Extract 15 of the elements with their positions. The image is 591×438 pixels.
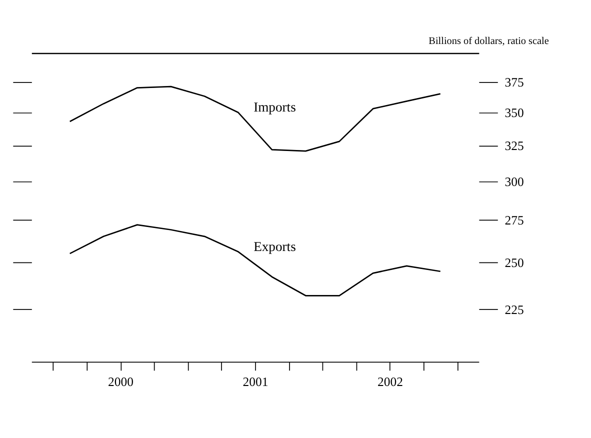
line-series [69, 86, 442, 152]
series-label: Exports [254, 238, 296, 254]
y-tick-label: 375 [504, 75, 524, 90]
y-tick-label: 275 [504, 214, 524, 228]
y-tick-label: 250 [504, 256, 524, 270]
x-tick-label: 2001 [242, 374, 268, 389]
x-tick-label: 2002 [378, 374, 404, 389]
y-tick-label: 300 [504, 174, 524, 189]
y-axis-title: Billions of dollars, ratio scale [428, 36, 550, 48]
y-tick-label: 225 [504, 302, 524, 317]
y-tick-label: 350 [504, 106, 524, 120]
y-tick-label: 325 [504, 139, 524, 154]
series-label: Imports [254, 100, 296, 115]
x-tick-label: 2000 [108, 374, 134, 389]
line-series [69, 224, 442, 296]
